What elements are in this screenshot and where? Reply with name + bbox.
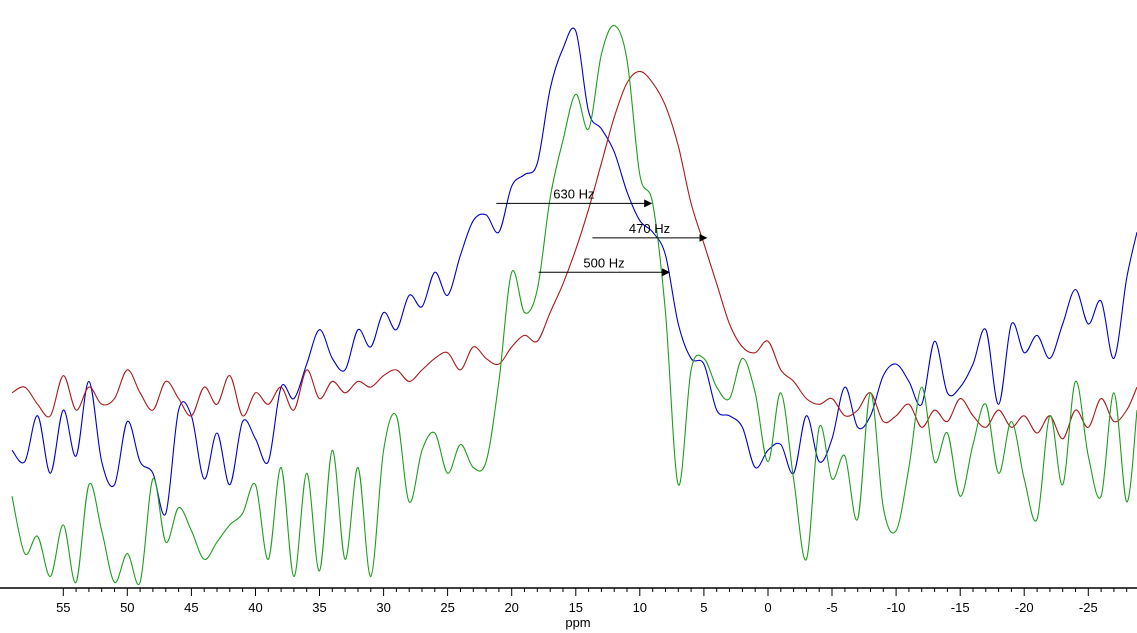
x-axis-title: ppm: [565, 615, 590, 630]
annotation-layer: 630 Hz 470 Hz 500 Hz: [496, 186, 708, 277]
series-layer: [11, 24, 1137, 586]
series-line-3: [11, 24, 1137, 586]
x-axis: 55 50 45 40 35 30 25 20 15 10 5 0 -5 -10 -15 -20 -25: [0, 587, 1137, 615]
x-tick-label: 25: [440, 600, 454, 615]
x-tick-label: 5: [700, 600, 707, 615]
annotation-label-1: 630 Hz: [553, 186, 594, 201]
x-tick-label: 20: [504, 600, 518, 615]
x-tick-label: 10: [633, 600, 647, 615]
x-tick-label: -5: [826, 600, 838, 615]
x-tick-label: 0: [764, 600, 771, 615]
series-line-1: [11, 27, 1137, 516]
x-tick-label: -20: [1015, 600, 1034, 615]
series-line-2: [11, 70, 1137, 440]
x-tick-label: -25: [1079, 600, 1098, 615]
x-tick-label: 35: [312, 600, 326, 615]
x-tick-label: 15: [569, 600, 583, 615]
x-tick-label: -15: [951, 600, 970, 615]
x-tick-label: -10: [887, 600, 906, 615]
x-tick-label: 50: [120, 600, 134, 615]
x-tick-label: 40: [248, 600, 262, 615]
annotation-label-3: 500 Hz: [583, 255, 624, 270]
x-tick-label: 45: [184, 600, 198, 615]
annotation-label-2: 470 Hz: [629, 221, 670, 236]
x-tick-label: 30: [376, 600, 390, 615]
x-tick-label: 55: [56, 600, 70, 615]
